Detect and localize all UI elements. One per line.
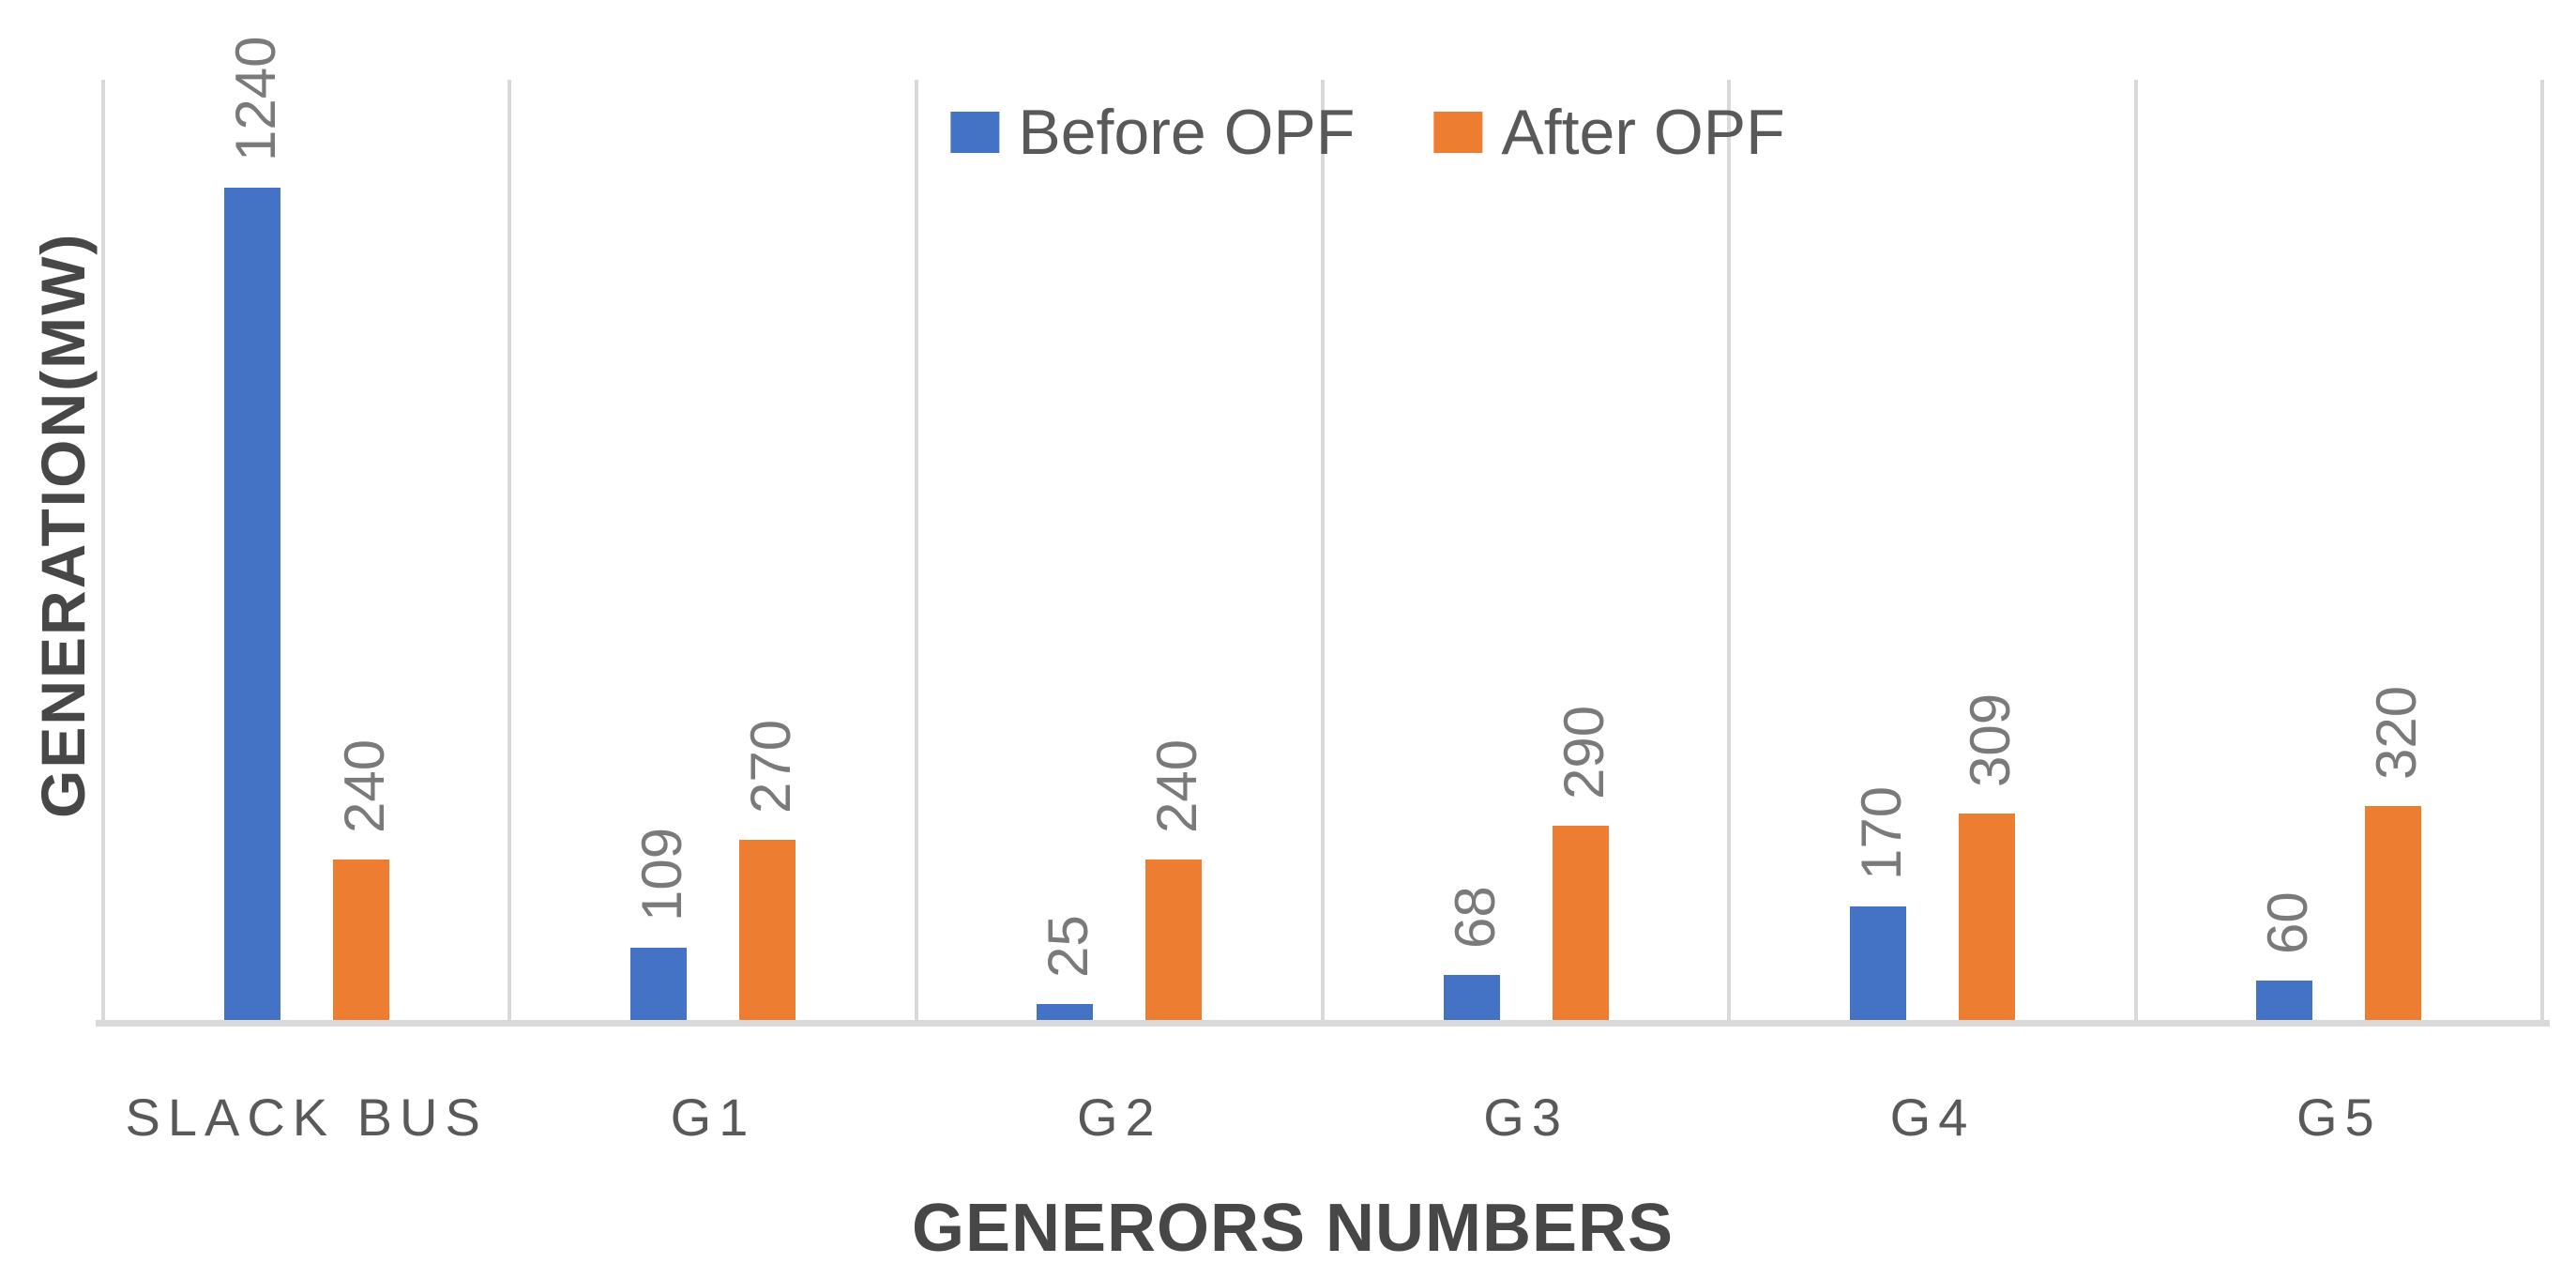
bar-after-opf-g2 [1145,860,1203,1021]
bar-before-opf-g5 [2256,981,2313,1021]
category-label: G1 [670,1088,756,1147]
bar-after-opf-g4 [1959,813,2015,1021]
bar-before-opf-g2 [1037,1004,1094,1021]
category-label: G3 [1483,1088,1569,1147]
category-label: SLACK BUS [125,1088,488,1147]
value-label: 170 [1850,786,1913,881]
bar-before-opf-g4 [1850,906,1906,1021]
value-label: 290 [1552,706,1615,800]
bar-before-opf-slack-bus [223,187,280,1021]
category-label: G5 [2296,1088,2382,1147]
bar-after-opf-g5 [2365,805,2422,1021]
x-axis-line [96,1020,2550,1027]
value-label: 309 [1959,692,2022,787]
legend-swatch-icon [1433,112,1483,154]
bar-before-opf-g1 [630,947,687,1021]
legend-swatch-icon [950,112,1000,154]
gridline [914,80,918,1021]
gridline [101,80,105,1021]
gridline [2540,80,2544,1021]
category-label: G4 [1889,1088,1976,1147]
value-label: 270 [739,719,802,814]
value-label: 240 [1145,738,1209,834]
value-label: 240 [332,738,396,834]
plot-area: 1240 240 109 270 25 240 68 290 170 309 60 320 [101,36,2544,1021]
gridline [1727,80,1732,1021]
value-label: 68 [1443,886,1507,950]
value-label: 60 [2256,891,2320,955]
x-axis-title: GENERORS NUMBERS [911,1191,1674,1263]
legend: Before OPF After OPF [950,97,1785,168]
category-label: G2 [1076,1088,1162,1147]
gridline [2133,80,2138,1021]
value-label: 320 [2365,685,2429,780]
bar-after-opf-g3 [1552,826,1609,1021]
legend-label: Before OPF [1018,97,1356,168]
bar-before-opf-g3 [1443,975,1500,1021]
legend-item-after-opf: After OPF [1433,97,1785,168]
value-label: 25 [1037,915,1100,979]
legend-label: After OPF [1501,97,1785,168]
value-label: 109 [630,827,693,921]
gridline [1321,80,1325,1021]
value-label: 1240 [223,36,287,161]
y-axis-title: GENERATION(MW) [28,232,98,818]
bar-after-opf-slack-bus [332,860,389,1021]
legend-item-before-opf: Before OPF [950,98,1355,168]
bar-after-opf-g1 [739,839,796,1021]
gridline [508,80,512,1021]
